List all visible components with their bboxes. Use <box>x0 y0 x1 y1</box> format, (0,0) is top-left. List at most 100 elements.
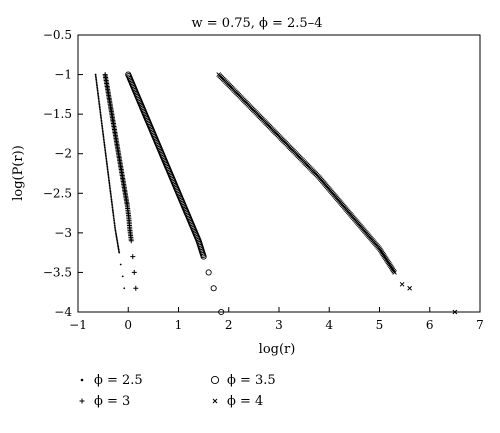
legend-label: ϕ = 3 <box>94 394 130 409</box>
data-point <box>112 217 115 220</box>
data-point <box>200 253 207 260</box>
legend-label: ϕ = 2.5 <box>94 373 143 388</box>
data-point <box>117 244 119 247</box>
y-tick-label: −2.5 <box>43 186 72 200</box>
legend-label: ϕ = 3.5 <box>227 373 276 388</box>
data-point <box>110 198 113 201</box>
data-point <box>106 163 108 166</box>
data-point <box>106 167 109 169</box>
data-point <box>97 95 100 98</box>
data-point <box>108 179 110 182</box>
data-point <box>106 168 109 171</box>
data-point <box>94 73 97 76</box>
series-x <box>216 72 458 315</box>
data-point <box>110 200 113 203</box>
data-point <box>110 195 112 198</box>
legend-marker <box>212 398 218 404</box>
data-point <box>115 233 118 236</box>
data-point <box>205 269 212 276</box>
data-point <box>109 189 112 192</box>
chart-title: w = 0.75, ϕ = 2.5–4 <box>192 16 323 31</box>
y-tick-label: −4 <box>54 305 72 319</box>
x-axis: −1 0 1 2 3 4 5 6 7 <box>69 307 484 332</box>
data-point <box>113 224 116 227</box>
x-tick-label: 5 <box>376 318 384 332</box>
series-plus <box>102 72 139 291</box>
data-point <box>109 187 111 190</box>
data-point <box>108 184 111 187</box>
data-point <box>109 190 112 193</box>
data-point <box>106 170 109 173</box>
data-point <box>104 148 106 150</box>
data-point <box>99 110 102 112</box>
data-point <box>114 226 116 229</box>
data-point <box>102 132 104 135</box>
y-tick-label: −3.5 <box>43 265 72 279</box>
data-point <box>105 162 108 165</box>
data-point <box>392 270 397 275</box>
data-point <box>104 151 107 154</box>
y-axis-title: log(P(r)) <box>11 145 26 201</box>
x-tick-label: 7 <box>476 318 484 332</box>
legend-item: ϕ = 2.5 <box>80 373 143 388</box>
data-point <box>107 176 110 179</box>
data-point <box>103 144 106 147</box>
data-point <box>113 222 116 225</box>
data-point <box>115 232 117 235</box>
data-point <box>118 250 120 253</box>
data-point <box>102 136 105 139</box>
legend-item: ϕ = 3.5 <box>210 373 276 388</box>
data-point <box>117 247 120 250</box>
legend-marker <box>79 398 85 404</box>
legend: ϕ = 2.5 ϕ = 3 ϕ = 3.5 ϕ = 4 <box>79 373 276 409</box>
data-point <box>99 108 101 111</box>
data-point <box>105 157 108 160</box>
data-point <box>97 98 100 101</box>
y-tick-label: −1 <box>54 68 72 82</box>
series-layer <box>94 71 458 316</box>
data-point <box>98 105 101 108</box>
y-tick-label: −2 <box>54 147 72 161</box>
data-point <box>105 160 108 163</box>
data-point <box>112 214 115 217</box>
data-point <box>114 229 117 232</box>
data-point <box>102 138 105 141</box>
data-point <box>116 238 118 241</box>
data-point <box>110 201 113 204</box>
data-point <box>112 211 114 214</box>
data-point <box>108 182 111 185</box>
data-point <box>95 83 98 85</box>
data-point <box>111 203 113 206</box>
data-point <box>114 230 117 233</box>
data-point <box>95 76 97 79</box>
data-point <box>100 122 103 125</box>
data-point <box>97 94 100 97</box>
data-point <box>116 242 119 245</box>
legend-marker <box>80 378 84 382</box>
data-point <box>107 174 110 177</box>
data-point <box>111 205 114 207</box>
data-point <box>100 119 103 122</box>
data-point <box>97 97 100 100</box>
data-point <box>109 193 112 196</box>
data-point <box>115 235 118 238</box>
legend-marker <box>210 375 220 385</box>
data-point <box>96 84 98 87</box>
legend-item: ϕ = 4 <box>212 394 263 409</box>
x-tick-label: 0 <box>124 318 132 332</box>
data-point <box>99 114 102 117</box>
data-point <box>105 159 108 161</box>
x-tick-label: 2 <box>225 318 233 332</box>
data-point <box>133 285 139 291</box>
data-point <box>101 125 104 128</box>
data-point <box>116 239 119 242</box>
data-point <box>218 308 225 316</box>
data-point <box>112 212 115 215</box>
data-point <box>95 78 98 81</box>
data-point <box>96 86 99 89</box>
data-point <box>95 81 98 84</box>
data-point <box>117 248 120 251</box>
data-point <box>96 87 99 90</box>
x-tick-label: 1 <box>175 318 183 332</box>
data-point <box>103 146 106 149</box>
